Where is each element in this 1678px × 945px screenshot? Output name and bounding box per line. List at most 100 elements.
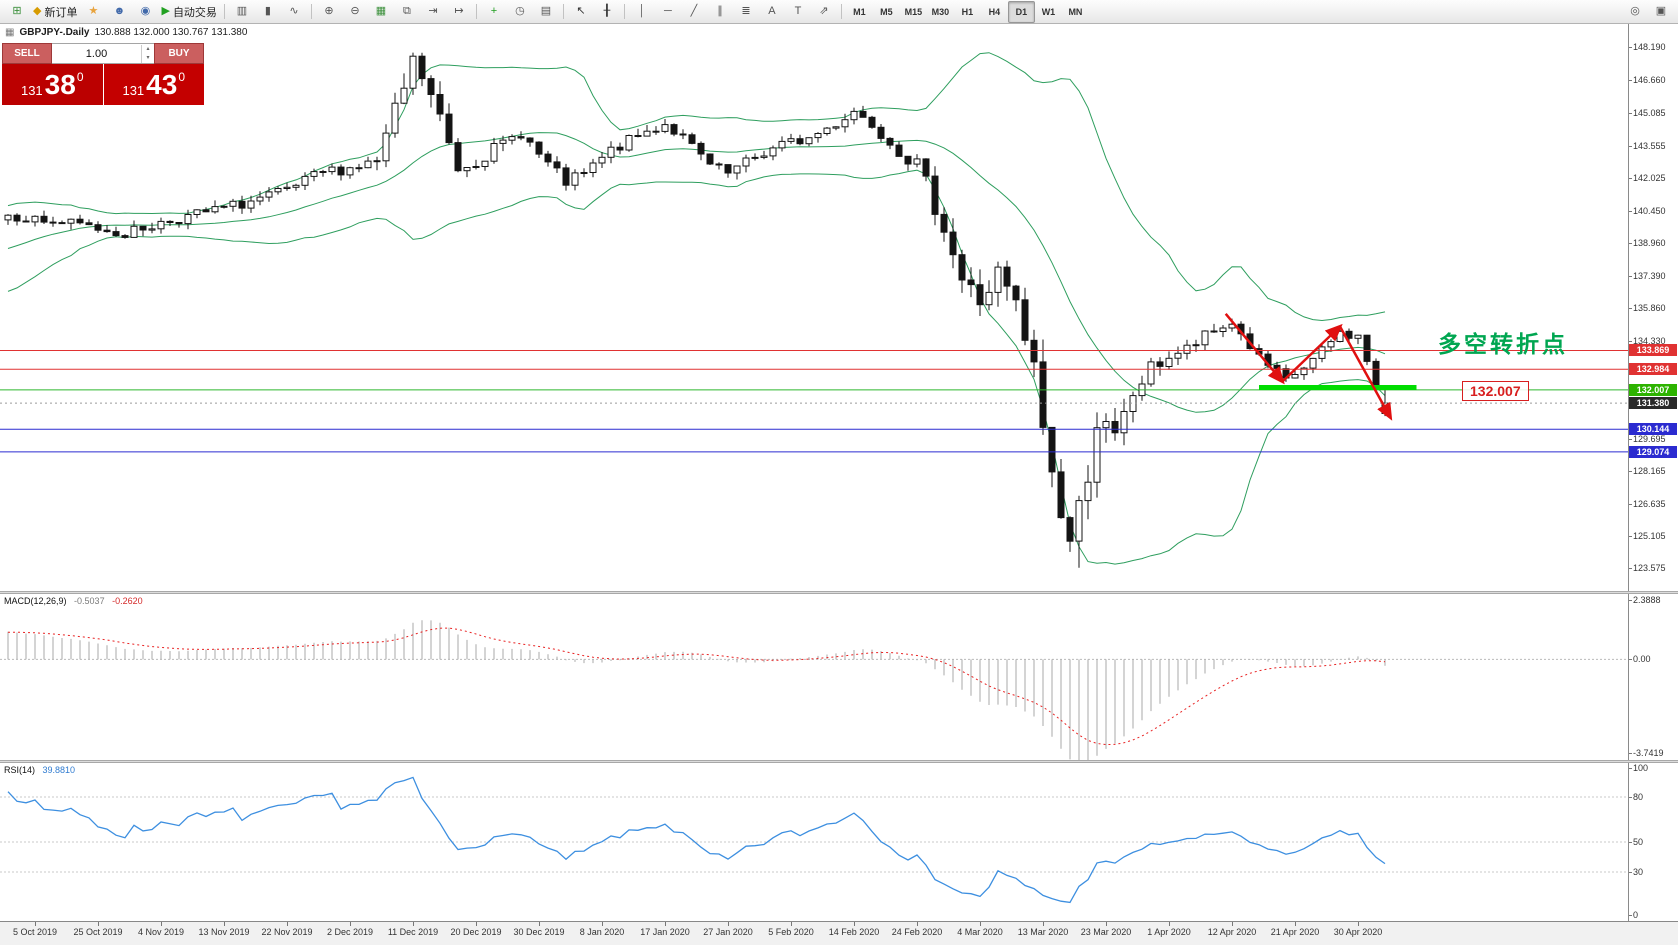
pane-separator[interactable] [0,760,1678,763]
volume-value[interactable]: 1.00 [85,47,108,60]
fullscreen-button[interactable]: ▣ [1648,1,1674,23]
time-tick [1295,922,1296,926]
bar-chart-button[interactable]: ▥ [229,1,255,23]
channel-tool[interactable]: ∥ [707,1,733,23]
zoom-group: ⊕ ⊖ ▦ ⧉ ⇥ ↦ [316,0,472,23]
community-button[interactable]: ◉ [132,1,158,23]
add-indicator-button[interactable]: + [481,1,507,23]
time-tick [728,922,729,926]
toolbar-separator [623,4,625,19]
timeframe-mn-button[interactable]: MN [1062,1,1089,23]
axis-tick [1628,308,1632,309]
tile-windows-button[interactable]: ▦ [368,1,394,23]
auto-scroll-button[interactable]: ⇥ [420,1,446,23]
sell-button[interactable]: SELL [2,43,52,64]
toolbar-separator [310,4,312,19]
buy-button[interactable]: BUY [154,43,204,64]
periods-icon: ◷ [515,5,525,17]
time-label: 30 Dec 2019 [513,927,565,937]
toolbar-separator [840,4,842,19]
volume-stepper[interactable]: 1.00 ▴ ▾ [52,43,154,64]
cursor-button[interactable]: ↖ [568,1,594,23]
rsi-canvas[interactable] [0,763,1628,921]
timeframe-h1-button[interactable]: H1 [954,1,981,23]
time-tick [539,922,540,926]
crosshair-button[interactable]: ╂ [594,1,620,23]
chart-type-group: ▥ ▮ ∿ [229,0,307,23]
trendline-tool[interactable]: ╱ [681,1,707,23]
macd-scale-label: -3.7419 [1633,748,1664,758]
macd-main-value: -0.5037 [74,596,105,606]
chart-shift-button[interactable]: ↦ [446,1,472,23]
search-button[interactable]: ◎ [1622,1,1648,23]
main-chart-canvas[interactable] [0,24,1628,591]
vertical-line-tool[interactable]: │ [629,1,655,23]
new-order-button[interactable]: ◆ 新订单 [30,1,80,23]
time-tick [224,922,225,926]
axis-tick [1628,600,1632,601]
timeframe-m15-button-label: M15 [904,6,923,17]
line-chart-button[interactable]: ∿ [281,1,307,23]
time-label: 4 Nov 2019 [137,927,185,937]
buy-price-whole: 131 [122,83,145,98]
timeframe-d1-button[interactable]: D1 [1007,0,1035,23]
time-tick [98,922,99,926]
timeframe-mn-button-label: MN [1068,6,1083,17]
timeframe-m15-button[interactable]: M15 [900,1,927,23]
price-badge: 130.144 [1629,423,1677,435]
zoom-in-button[interactable]: ⊕ [316,1,342,23]
bar-chart-icon: ▥ [236,5,248,17]
autotrading-button[interactable]: ▶ 自动交易 [158,1,219,23]
price-scale-label: 138.960 [1633,238,1666,248]
cascade-windows-button[interactable]: ⧉ [394,1,420,23]
new-order-icon: ◆ [33,5,42,17]
timeframe-w1-button[interactable]: W1 [1035,1,1062,23]
right-group: ◎ ▣ [1622,0,1674,23]
rsi-scale-label: 80 [1633,792,1644,802]
volume-spin-buttons[interactable]: ▴ ▾ [141,44,154,63]
time-tick [35,922,36,926]
sell-price-button[interactable]: 131 38 0 [2,64,104,105]
time-label: 20 Dec 2019 [450,927,502,937]
candlestick-chart-button[interactable]: ▮ [255,1,281,23]
macd-canvas[interactable] [0,594,1628,760]
toolbar-separator [475,4,477,19]
file-group: ⊞ ◆ 新订单 ★ ☻ ◉ ▶ 自动交易 [4,0,220,23]
sell-price-pipette: 0 [76,70,84,84]
macd-name: MACD(12,26,9) [4,596,67,606]
pane-separator[interactable] [0,591,1678,594]
chart-window-icon: ▦ [5,27,15,38]
time-tick [854,922,855,926]
timeframe-m5-button[interactable]: M5 [873,1,900,23]
text-tool[interactable]: A [759,1,785,23]
sell-price-whole: 131 [20,83,43,98]
axis-tick [1628,211,1632,212]
horizontal-line-tool[interactable]: ─ [655,1,681,23]
timeframe-m30-button[interactable]: M30 [927,1,954,23]
cursor-icon: ↖ [576,5,586,17]
volume-up-icon[interactable]: ▴ [146,45,150,52]
announcements-button[interactable]: ★ [80,1,106,23]
volume-down-icon[interactable]: ▾ [146,54,150,61]
zoom-out-button[interactable]: ⊖ [342,1,368,23]
fibonacci-tool[interactable]: ≣ [733,1,759,23]
axis-tick [1628,243,1632,244]
label-tool[interactable]: T [785,1,811,23]
axis-tick [1628,915,1632,916]
templates-button[interactable]: ▤ [533,1,559,23]
new-chart-button[interactable]: ⊞ [4,1,30,23]
shapes-tool[interactable]: ⇗ [811,1,837,23]
timeframe-h4-button[interactable]: H4 [981,1,1008,23]
timeframe-m1-button[interactable]: M1 [846,1,873,23]
buy-price-button[interactable]: 131 43 0 [103,64,204,105]
periods-button[interactable]: ◷ [507,1,533,23]
macd-scale-label: 0.00 [1633,654,1651,665]
macd-label: MACD(12,26,9) -0.5037 -0.2620 [4,596,143,606]
time-tick [350,922,351,926]
contacts-button[interactable]: ☻ [106,1,132,23]
time-axis[interactable]: 5 Oct 2019 25 Oct 2019 4 Nov 2019 13 Nov 20… [0,921,1678,945]
drawing-group: │ ─ ╱ ∥ ≣ A T ⇗ [629,0,837,23]
price-scale-label: 148.190 [1633,42,1666,52]
time-tick [1106,922,1107,926]
